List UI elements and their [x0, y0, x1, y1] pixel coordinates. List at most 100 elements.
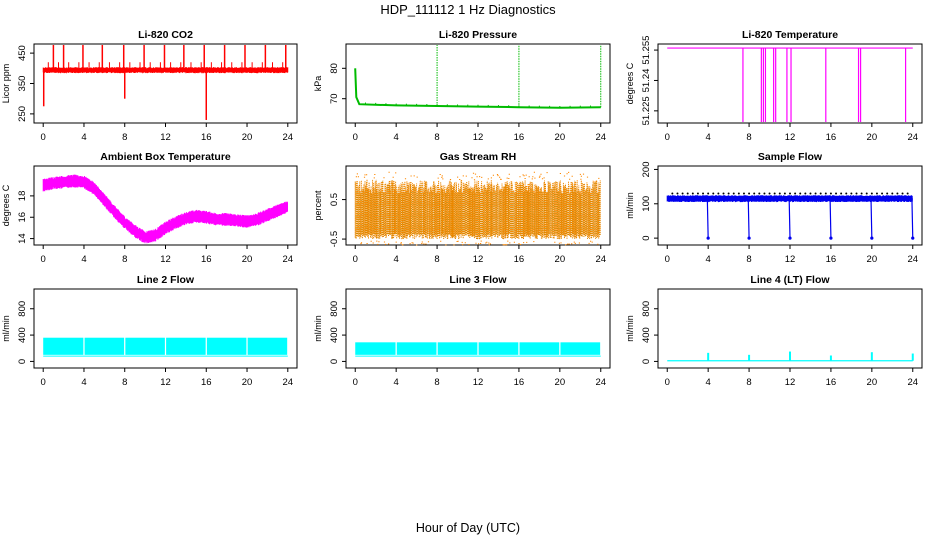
y-tick-label: 0 — [17, 359, 28, 364]
y-tick-label: 51.24 — [641, 69, 652, 93]
y-tick-label: 80 — [329, 63, 340, 74]
sample-marker — [758, 192, 761, 195]
x-tick-label: 20 — [555, 254, 566, 265]
x-tick-label: 16 — [201, 254, 212, 265]
y-tick-label: 800 — [329, 301, 340, 317]
sample-marker — [799, 192, 802, 195]
sample-marker — [865, 192, 868, 195]
sample-marker — [860, 192, 863, 195]
y-tick-label: 0.5 — [329, 193, 340, 206]
x-tick-label: 8 — [746, 132, 751, 143]
line2-series-band — [84, 337, 125, 355]
figure-x-axis-label: Hour of Day (UTC) — [416, 521, 520, 535]
y-tick-label: 800 — [17, 301, 28, 317]
sample-marker — [702, 192, 705, 195]
panel-title: Li-820 Temperature — [742, 29, 838, 41]
y-axis-label: degrees C — [1, 184, 11, 226]
line3-series-band — [355, 342, 396, 355]
x-tick-label: 16 — [826, 254, 837, 265]
sample-marker — [886, 192, 889, 195]
x-tick-label: 0 — [41, 132, 46, 143]
x-tick-label: 0 — [665, 254, 670, 265]
sample-marker — [875, 192, 878, 195]
sample-marker — [681, 192, 684, 195]
panel-line4: Line 4 (LT) Flow ml/min 0 4 8 12 16 20 24 0 400 800 — [625, 274, 923, 388]
x-tick-label: 4 — [81, 132, 86, 143]
y-axis-label: kPa — [313, 76, 323, 92]
x-tick-label: 0 — [353, 132, 358, 143]
x-tick-label: 8 — [434, 132, 439, 143]
sample-marker — [845, 192, 848, 195]
line2-series-band — [125, 337, 165, 355]
y-tick-label: 400 — [17, 327, 28, 343]
x-tick-label: 0 — [665, 377, 670, 388]
y-tick-label: -0.5 — [329, 231, 340, 247]
sample-marker — [717, 192, 720, 195]
sample-dropout — [911, 199, 914, 239]
x-tick-label: 8 — [434, 254, 439, 265]
x-tick-label: 8 — [122, 132, 127, 143]
plot-frame — [33, 43, 298, 124]
x-tick-label: 4 — [394, 132, 399, 143]
y-axis-label: ml/min — [625, 315, 635, 342]
panel-title: Line 3 Flow — [449, 274, 507, 286]
y-axis-label: ml/min — [625, 192, 635, 219]
panel-title: Sample Flow — [758, 151, 823, 163]
sample-dropout — [829, 199, 832, 239]
plot-frame — [657, 43, 923, 124]
x-tick-label: 12 — [160, 377, 171, 388]
line3-series-band — [478, 342, 519, 355]
y-tick-label: 250 — [17, 106, 28, 122]
pressure-series-line — [354, 68, 601, 109]
x-tick-label: 16 — [514, 254, 525, 265]
ambient-series-band — [42, 174, 288, 244]
y-axis-label: ml/min — [1, 315, 11, 342]
sample-marker — [768, 192, 771, 195]
sample-marker — [696, 192, 699, 195]
line3-series-band — [396, 342, 437, 355]
sample-marker — [850, 192, 853, 195]
y-tick-label: 400 — [329, 327, 340, 343]
x-tick-label: 24 — [283, 132, 294, 143]
sample-marker — [840, 192, 843, 195]
y-tick-label: 400 — [641, 327, 652, 343]
sample-dropout-point — [870, 236, 874, 240]
sample-marker — [732, 192, 735, 195]
sample-marker — [809, 192, 812, 195]
x-tick-label: 16 — [826, 132, 837, 143]
sample-dropout-point — [747, 236, 751, 240]
sample-dropout — [706, 199, 709, 239]
sample-dropout — [870, 199, 873, 239]
sample-marker — [783, 192, 786, 195]
panel-rh: Gas Stream RH percent 0 4 8 12 16 20 24 -0.5 0.5 — [313, 151, 611, 265]
x-tick-label: 4 — [81, 254, 86, 265]
y-tick-label: 200 — [641, 162, 652, 178]
sample-marker — [870, 192, 873, 195]
x-tick-label: 20 — [555, 132, 566, 143]
x-tick-label: 16 — [514, 377, 525, 388]
sample-dropout — [747, 199, 750, 239]
sample-dropout-point — [829, 236, 833, 240]
x-tick-label: 4 — [81, 377, 86, 388]
x-tick-label: 24 — [907, 254, 918, 265]
x-tick-label: 4 — [394, 377, 399, 388]
x-tick-label: 24 — [283, 377, 294, 388]
y-tick-label: 0 — [329, 359, 340, 364]
sample-marker — [896, 192, 899, 195]
sample-marker — [814, 192, 817, 195]
panel-co2: Li-820 CO2 Licor ppm 0 4 8 12 16 20 24 250 350 450 — [1, 29, 298, 143]
x-tick-label: 16 — [826, 377, 837, 388]
sample-marker — [794, 192, 797, 195]
panel-title: Li-820 CO2 — [138, 29, 193, 41]
sample-marker — [763, 192, 766, 195]
line2-series-band — [206, 337, 247, 355]
x-tick-label: 4 — [706, 377, 711, 388]
x-tick-label: 20 — [867, 132, 878, 143]
sample-marker — [753, 192, 756, 195]
x-tick-label: 20 — [242, 377, 253, 388]
x-tick-label: 12 — [785, 132, 796, 143]
x-tick-label: 12 — [160, 132, 171, 143]
x-tick-label: 8 — [122, 377, 127, 388]
y-tick-label: 350 — [17, 76, 28, 92]
